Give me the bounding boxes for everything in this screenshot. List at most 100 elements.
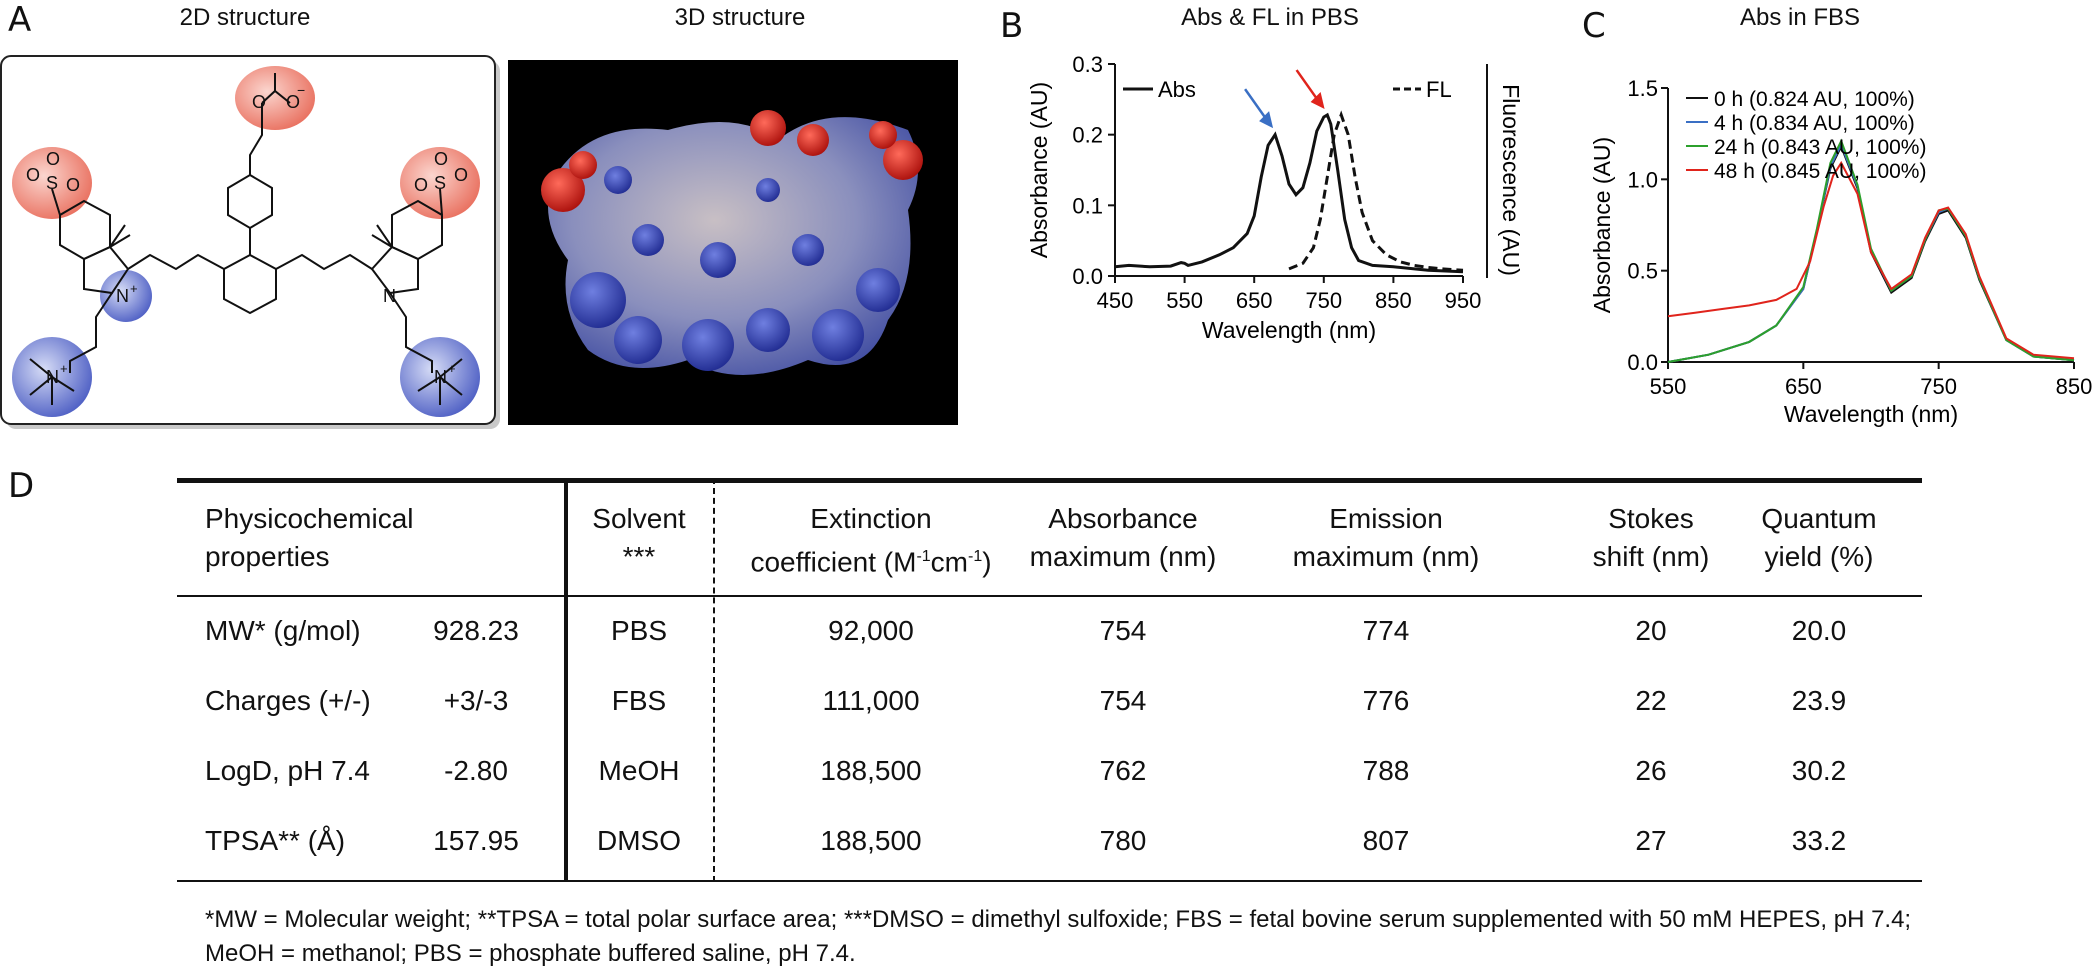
table-dashed-divider [713, 478, 715, 882]
cell-val: +3/-3 [443, 685, 509, 716]
panel-letter-c: C [1582, 6, 1606, 46]
sulfonate-oxygen-right-1: O [414, 175, 428, 195]
indolium-nitrogen-highlight [100, 270, 152, 322]
y-axis-label: Absorbance (AU) [1589, 137, 1615, 313]
cell-solvent: FBS [611, 685, 667, 716]
cell-stokes: 27 [1635, 825, 1667, 856]
chart-abs-fl-pbs: 450 550 650 750 850 950 0.0 0.1 0.2 0.3 Wavelength… [1026, 52, 1524, 343]
header-emission-max: Emission maximum (nm) [1292, 503, 1480, 572]
y-tick-label: 0.0 [1072, 264, 1103, 289]
header-solvent: Solvent *** [592, 503, 686, 572]
carboxylate-charge: − [297, 82, 305, 98]
x-tick-label: 650 [1236, 288, 1273, 313]
indoline-nitrogen: N [383, 286, 396, 306]
cell-em: 776 [1362, 685, 1410, 716]
cell-prop: MW* (g/mol) [205, 615, 361, 646]
legend-label: 4 h (0.834 AU, 100%) [1714, 112, 1915, 135]
table-top-rule [177, 478, 1922, 483]
ammonium-nitrogen-left: N [46, 367, 59, 387]
cell-em: 788 [1362, 755, 1410, 786]
cell-ext: 111,000 [822, 685, 920, 716]
legend-label: 0 h (0.824 AU, 100%) [1714, 88, 1915, 111]
legend-fl-label: FL [1426, 77, 1452, 102]
cell-abs: 754 [1099, 615, 1147, 646]
y-tick-label: 1.0 [1627, 167, 1658, 192]
indolium-charge: + [130, 281, 138, 296]
cell-val: 157.95 [433, 825, 519, 856]
title-panel-c: Abs in FBS [1739, 4, 1861, 31]
cell-ext: 92,000 [828, 615, 914, 646]
carboxylate-oxygen-1: O [252, 92, 266, 112]
cell-prop: LogD, pH 7.4 [205, 755, 370, 786]
x-tick-label: 850 [2056, 374, 2093, 399]
header-quantum-yield: Quantum yield (%) [1761, 503, 1877, 572]
cell-ext: 188,500 [820, 755, 922, 786]
structure-3d-render [508, 60, 958, 425]
ammonium-nitrogen-right: N [434, 367, 447, 387]
sulfur-right: S [434, 173, 446, 193]
cell-solvent: DMSO [597, 825, 681, 856]
panel-letter-a: A [8, 0, 32, 40]
y-tick-label: 0.5 [1627, 259, 1658, 284]
sulfonate-oxygen-right-3: O [434, 149, 448, 169]
cell-em: 807 [1362, 825, 1410, 856]
cell-val: 928.23 [433, 615, 519, 646]
sulfonate-highlight-left [12, 147, 92, 219]
sulfonate-highlight-right [400, 147, 480, 219]
header-extinction: Extinction coefficient (M-1cm-1) [750, 503, 992, 578]
cell-prop: TPSA** (Å) [205, 825, 346, 856]
ammonium-charge-right: + [448, 361, 456, 376]
sulfonate-oxygen-left-2: O [66, 175, 80, 195]
cell-abs: 780 [1099, 825, 1147, 856]
sulfur-left: S [46, 173, 58, 193]
sulfonate-oxygen-left-3: O [46, 149, 60, 169]
table-header-rule [177, 595, 1922, 597]
cell-qy: 33.2 [1791, 825, 1847, 856]
y2-axis-label: Fluorescence (AU) [1498, 84, 1524, 276]
header-physicochemical: Physicochemical properties [205, 503, 414, 572]
table-solid-divider [564, 478, 568, 882]
title-2d-structure: 2D structure [179, 4, 311, 31]
y-axis-label: Absorbance (AU) [1026, 82, 1052, 258]
series-fl-line [1288, 110, 1464, 272]
indolium-nitrogen: N [116, 286, 129, 306]
x-tick-label: 750 [1920, 374, 1957, 399]
x-tick-label: 450 [1097, 288, 1134, 313]
ammonium-charge-left: + [60, 361, 68, 376]
cell-qy: 23.9 [1791, 685, 1847, 716]
panel-letter-b: B [1000, 6, 1024, 46]
carboxylate-highlight [235, 66, 315, 130]
x-axis-label: Wavelength (nm) [1202, 317, 1376, 343]
y-tick-label: 0.2 [1072, 123, 1103, 148]
peak-arrow-head [1259, 111, 1274, 129]
x-axis-label: Wavelength (nm) [1784, 401, 1958, 427]
title-panel-b: Abs & FL in PBS [1181, 4, 1359, 31]
x-tick-label: 850 [1375, 288, 1412, 313]
cell-val: -2.80 [444, 755, 508, 786]
structure-2d-figure: O O − S S O O O O O O N + N N + N + [0, 55, 500, 429]
series-abs-line [1114, 112, 1464, 274]
panel-letter-d: D [8, 466, 35, 506]
cell-qy: 20.0 [1791, 615, 1847, 646]
header-absorbance-max: Absorbance maximum (nm) [1029, 503, 1217, 572]
legend-abs-label: Abs [1158, 77, 1196, 102]
cell-solvent: MeOH [598, 755, 680, 786]
table-bottom-rule [177, 880, 1922, 882]
x-tick-label: 650 [1785, 374, 1822, 399]
y-tick-label: 0.0 [1627, 350, 1658, 375]
cell-abs: 762 [1099, 755, 1147, 786]
sulfonate-oxygen-left-1: O [26, 165, 40, 185]
chart-abs-fbs: 550 650 750 850 0.0 0.5 1.0 1.5 Wavelength (nm) A… [1589, 76, 2093, 427]
table-footnote: *MW = Molecular weight; **TPSA = total p… [205, 906, 1912, 967]
cell-stokes: 22 [1635, 685, 1667, 716]
x-tick-label: 950 [1445, 288, 1482, 313]
cell-qy: 30.2 [1791, 755, 1847, 786]
cell-em: 774 [1362, 615, 1410, 646]
x-tick-label: 550 [1166, 288, 1203, 313]
cell-abs: 754 [1099, 685, 1147, 716]
cell-prop: Charges (+/-) [205, 685, 371, 716]
y-tick-label: 1.5 [1627, 76, 1658, 101]
y-tick-label: 0.1 [1072, 193, 1103, 218]
legend-label: 24 h (0.843 AU, 100%) [1714, 136, 1926, 159]
peak-arrow-head [1310, 92, 1325, 110]
